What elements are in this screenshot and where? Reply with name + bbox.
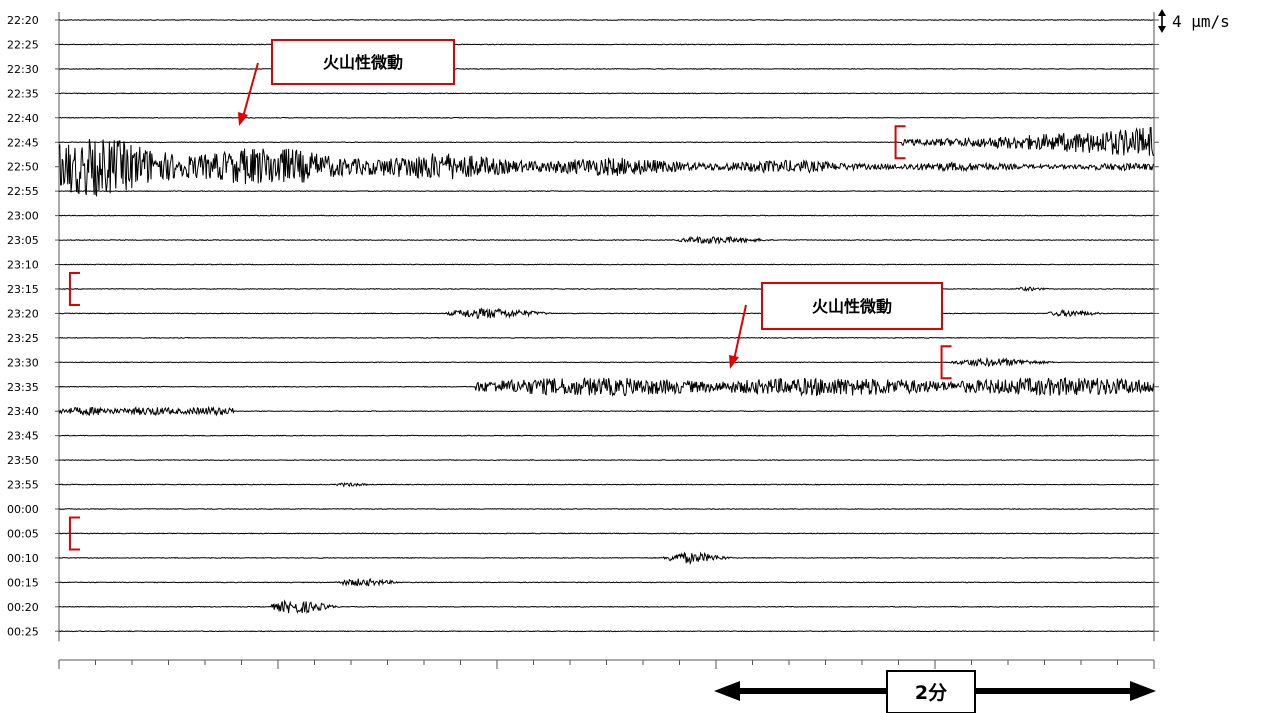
trace-2300	[59, 215, 1153, 216]
duration-bar: 2分	[714, 671, 1156, 713]
trace-2330	[59, 358, 1153, 366]
scale-arrow-down-icon	[1158, 26, 1166, 33]
amplitude-scale-label: 4 μm/s	[1172, 12, 1230, 31]
y-tick-label: 23:55	[7, 479, 39, 492]
trace-0000	[59, 509, 1153, 510]
annotation-label: 火山性微動	[812, 297, 892, 316]
y-tick-label: 23:15	[7, 283, 39, 296]
y-tick-label: 23:50	[7, 454, 39, 467]
duration-label: 2分	[915, 682, 947, 704]
trace-2320	[59, 309, 1153, 319]
trace-2235	[59, 93, 1153, 94]
y-tick-label: 00:10	[7, 552, 39, 565]
scale-arrow-up-icon	[1158, 9, 1166, 16]
trace-2220	[59, 20, 1153, 21]
y-tick-label: 23:30	[7, 356, 39, 369]
y-tick-label: 23:35	[7, 381, 39, 394]
y-tick-label: 22:20	[7, 14, 39, 27]
y-tick-label: 23:05	[7, 234, 39, 247]
y-tick-label: 00:15	[7, 576, 39, 589]
annotation-arrow-line	[243, 63, 258, 117]
y-tick-label: 22:40	[7, 112, 39, 125]
y-tick-label: 23:45	[7, 430, 39, 443]
trace-2245	[59, 128, 1153, 157]
trace-2340	[59, 407, 1153, 415]
y-tick-label: 23:00	[7, 210, 39, 223]
trace-2250	[59, 139, 1153, 196]
y-tick-label: 23:40	[7, 405, 39, 418]
y-tick-label: 22:30	[7, 63, 39, 76]
trace-2350	[59, 460, 1153, 461]
trace-2225	[59, 44, 1153, 45]
trace-2310	[59, 264, 1153, 265]
trace-0010	[59, 553, 1153, 563]
y-tick-label: 00:00	[7, 503, 39, 516]
y-tick-label: 23:25	[7, 332, 39, 345]
duration-arrow-right-icon	[1130, 681, 1156, 701]
y-tick-label: 22:45	[7, 136, 39, 149]
annotation-label: 火山性微動	[323, 53, 403, 72]
y-tick-label: 00:05	[7, 527, 39, 540]
y-tick-label: 23:20	[7, 307, 39, 320]
y-tick-label: 23:10	[7, 259, 39, 272]
trace-group	[59, 20, 1153, 632]
y-tick-label: 00:25	[7, 625, 39, 638]
trace-2255	[59, 191, 1153, 192]
trace-2240	[59, 118, 1153, 119]
trace-2315	[59, 287, 1153, 290]
y-tick-label: 22:50	[7, 161, 39, 174]
y-tick-label: 22:35	[7, 87, 39, 100]
trace-2305	[59, 237, 1153, 243]
y-tick-label: 00:20	[7, 601, 39, 614]
x-axis	[59, 660, 1154, 669]
annotation-1: 火山性微動	[238, 40, 454, 126]
y-tick-label: 22:25	[7, 38, 39, 51]
trace-2355	[59, 483, 1153, 486]
y-axis: 22:20 22:25 22:30 22:35 22:40 22:45 22:50 22:55…	[7, 12, 1159, 641]
scale-indicator: 4 μm/s	[1158, 9, 1230, 33]
trace-0005	[59, 533, 1153, 534]
trace-0015	[59, 579, 1153, 586]
trace-0020	[59, 601, 1153, 613]
y-tick-label: 22:55	[7, 185, 39, 198]
trace-0025	[59, 631, 1153, 632]
trace-2325	[59, 338, 1153, 339]
trace-2335	[59, 378, 1153, 396]
annotation-2: 火山性微動	[729, 283, 942, 369]
trace-2230	[59, 69, 1153, 70]
trace-2345	[59, 435, 1153, 436]
annotation-arrow-icon	[238, 112, 248, 126]
duration-arrow-left-icon	[714, 681, 740, 701]
